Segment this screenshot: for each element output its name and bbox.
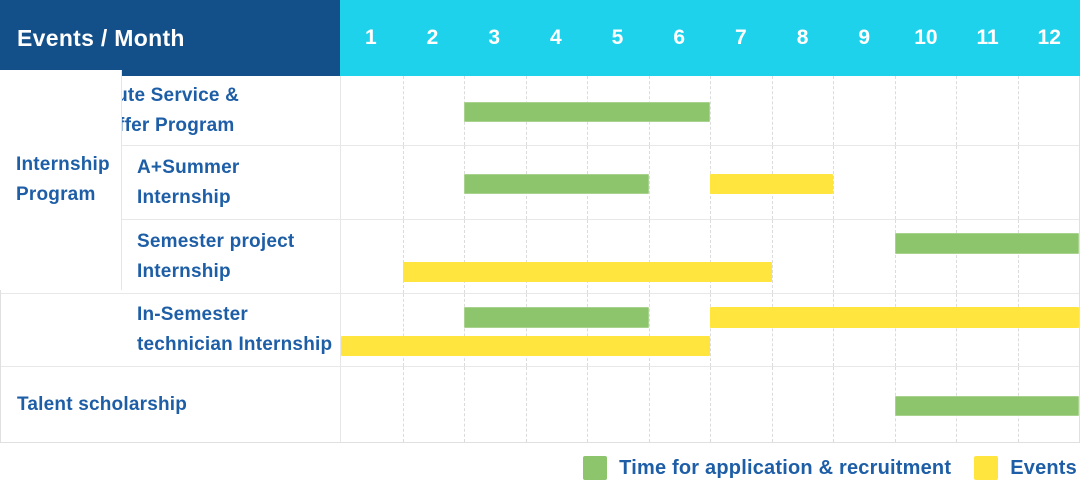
month-label: 5: [611, 26, 624, 49]
legend-item-event: Events: [974, 456, 1077, 480]
month-gridline: [771, 367, 773, 442]
table-row: Semester project Internship: [1, 219, 1079, 293]
legend-swatch-application: [583, 456, 608, 480]
month-gridline: [464, 294, 465, 366]
month-gridline: [587, 294, 588, 366]
bar-event: [710, 307, 1079, 328]
row-plot-area: [340, 146, 1079, 219]
row-plot-area: [340, 220, 1079, 293]
bar-event: [710, 173, 833, 194]
month-gridline: [833, 220, 834, 293]
month-gridline: [771, 294, 773, 366]
bar-application: [894, 233, 1079, 254]
month-gridline: [956, 294, 957, 366]
month-gridline: [1017, 146, 1019, 219]
month-gridline: [464, 220, 465, 293]
month-gridline: [402, 146, 404, 219]
month-gridline: [894, 76, 896, 145]
month-gridline: [710, 76, 711, 145]
month-label: 3: [488, 26, 501, 49]
month-label: 4: [550, 26, 562, 49]
month-gridline: [710, 367, 711, 442]
month-gridline: [833, 294, 834, 366]
table-row: RD Substitute Service & Advance Offer Pr…: [1, 76, 1079, 145]
row-plot-area: [340, 367, 1079, 442]
table-row: A+Summer Internship: [1, 145, 1079, 219]
month-label: 11: [976, 26, 999, 49]
month-gridline: [1017, 220, 1019, 293]
bar-application: [464, 101, 710, 122]
row-label: In-Semester technician Internship: [137, 304, 333, 355]
month-gridline: [710, 294, 711, 366]
month-gridline: [833, 146, 834, 219]
month-gridline: [956, 220, 957, 293]
legend: Time for application & recruitment Events: [0, 442, 1080, 494]
month-gridline: [833, 367, 834, 442]
legend-label: Events: [1010, 456, 1077, 479]
month-label: 10: [914, 26, 938, 49]
table-row: In-Semester technician Internship: [1, 293, 1079, 366]
month-label: 2: [426, 26, 439, 49]
events-month-header-cell: Events / Month: [0, 0, 340, 76]
month-label: 8: [796, 26, 809, 49]
bar-application: [894, 395, 1079, 416]
month-gridline: [956, 146, 957, 219]
month-gridline: [894, 146, 896, 219]
month-label: 9: [858, 26, 871, 49]
month-label: 7: [735, 26, 747, 49]
month-gridline: [587, 220, 588, 293]
month-gridline: [648, 220, 650, 293]
month-gridline: [648, 146, 650, 219]
legend-swatch-event: [974, 456, 999, 480]
month-gridline: [587, 367, 588, 442]
month-header-cells: 1 2 3 4 5 6 7 8 9 10 11 12: [340, 0, 1080, 76]
month-gridline: [1017, 76, 1019, 145]
bar-application: [464, 307, 649, 328]
legend-label: Time for application & recruitment: [619, 456, 952, 479]
month-gridline: [402, 220, 404, 293]
bar-event: [402, 262, 772, 282]
row-label: Semester project Internship: [137, 230, 295, 282]
month-gridline: [525, 294, 527, 366]
month-gridline: [710, 220, 711, 293]
month-label: 6: [673, 26, 686, 49]
month-gridline: [771, 76, 773, 145]
month-gridline: [402, 367, 404, 442]
month-gridline: [525, 220, 527, 293]
group-cell-internship-program: Internship Program: [0, 70, 122, 290]
month-gridline: [956, 76, 957, 145]
table-body: RD Substitute Service & Advance Offer Pr…: [0, 76, 1080, 443]
bar-application: [464, 173, 649, 194]
row-label: A+Summer Internship: [137, 156, 240, 208]
month-gridline: [894, 220, 896, 293]
month-gridline: [833, 76, 834, 145]
legend-item-application: Time for application & recruitment: [583, 456, 951, 480]
month-gridline: [525, 367, 527, 442]
month-label: 12: [1037, 26, 1061, 49]
table-row: Talent scholarship: [1, 366, 1079, 442]
month-gridline: [894, 294, 896, 366]
row-label: Talent scholarship: [17, 393, 188, 415]
table-header-row: Events / Month 1 2 3 4 5 6 7 8 9 10 11 12: [0, 0, 1080, 76]
month-label: 1: [364, 26, 377, 49]
month-gridline: [464, 367, 465, 442]
month-gridline: [648, 367, 650, 442]
month-gridline: [771, 220, 773, 293]
events-month-header-label: Events / Month: [17, 24, 185, 51]
month-gridline: [402, 76, 404, 145]
row-plot-area: [340, 76, 1079, 145]
row-plot-area: [340, 294, 1079, 366]
bar-event: [341, 336, 710, 356]
month-gridline: [402, 294, 404, 366]
month-gridline: [1017, 294, 1019, 366]
month-gridline: [648, 294, 650, 366]
group-label: Internship Program: [16, 154, 110, 205]
